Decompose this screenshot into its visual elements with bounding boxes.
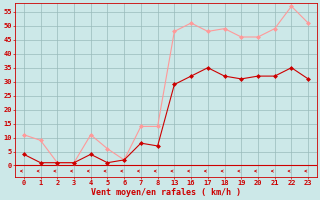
X-axis label: Vent moyen/en rafales ( km/h ): Vent moyen/en rafales ( km/h ) <box>91 188 241 197</box>
